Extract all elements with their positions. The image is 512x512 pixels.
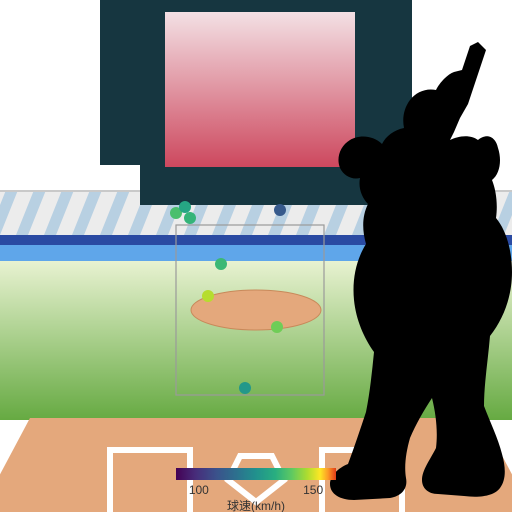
pitch-location-chart: 100 150 球速(km/h): [0, 0, 512, 512]
colorbar-tick: 150: [303, 483, 323, 497]
pitch-point: [239, 382, 251, 394]
pitch-point: [179, 201, 191, 213]
pitch-point: [271, 321, 283, 333]
scoreboard-screen: [165, 12, 355, 167]
pitch-point: [202, 290, 214, 302]
pitch-point: [184, 212, 196, 224]
pitch-point: [215, 258, 227, 270]
colorbar-tick: 100: [189, 483, 209, 497]
colorbar-label: 球速(km/h): [227, 499, 285, 512]
pitch-point: [274, 204, 286, 216]
